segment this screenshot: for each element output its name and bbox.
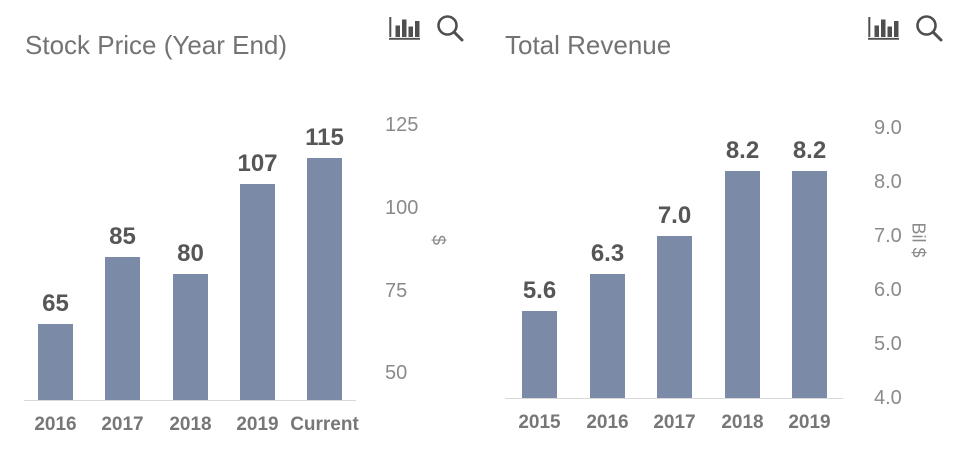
y-axis-tick-label: 8.0 (874, 171, 902, 193)
chart-title: Stock Price (Year End) (25, 30, 288, 60)
y-axis-tick-label: 4.0 (874, 387, 902, 409)
chart-title: Total Revenue (505, 30, 672, 60)
bar-value-label: 7.0 (657, 202, 692, 229)
y-axis-tick-label: 9.0 (874, 117, 902, 139)
y-axis-tick-label: 50 (385, 362, 408, 384)
bar-2016 (38, 324, 73, 400)
x-axis-label: 2018 (721, 412, 764, 433)
bar-value-label: 65 (42, 290, 69, 317)
search-icon[interactable] (914, 13, 944, 43)
stock-price-chart: Stock Price (Year End) 65 2016 85 2017 80 201… (24, 13, 465, 435)
x-axis-label: 2017 (653, 412, 696, 433)
x-axis-label: 2018 (169, 414, 212, 435)
bar-value-label: 6.3 (590, 240, 625, 267)
y-axis-unit-label: Bil $ (908, 222, 929, 258)
x-axis-label: 2016 (34, 414, 77, 435)
bar-value-label: 85 (109, 223, 136, 250)
bar-2017 (105, 257, 140, 400)
plot-area: 65 2016 85 2017 80 2018 107 2019 115 Current 50 75 1… (24, 114, 449, 435)
bar-2018 (173, 274, 208, 400)
bar-2019 (240, 184, 275, 400)
bar-value-label: 5.6 (522, 277, 557, 304)
y-axis-unit-label: $ (428, 234, 449, 246)
y-axis-tick-label: 100 (385, 197, 419, 219)
total-revenue-chart: Total Revenue 5.6 2015 6.3 2016 7.0 2017 8.2 20… (480, 0, 959, 472)
y-axis-tick-label: 6.0 (874, 279, 902, 301)
y-axis-tick-label: 5.0 (874, 333, 902, 355)
bar-value-label: 80 (177, 240, 204, 267)
bar-2019 (792, 171, 827, 398)
bar-value-label: 8.2 (725, 137, 760, 164)
bar-value-label: 115 (305, 124, 344, 151)
bar-2018 (725, 171, 760, 398)
bar-2016 (590, 274, 625, 398)
y-axis-tick-label: 125 (385, 114, 419, 136)
bar-Current (307, 158, 342, 400)
x-axis-line (24, 400, 356, 401)
bar-2015 (522, 311, 557, 398)
x-axis-label: 2017 (101, 414, 144, 435)
x-axis-label: 2015 (518, 412, 561, 433)
y-axis-tick-label: 7.0 (874, 225, 902, 247)
bar-2017 (657, 236, 692, 398)
bar-value-label: 107 (237, 150, 278, 177)
x-axis-label: 2019 (788, 412, 831, 433)
x-axis-line (505, 398, 843, 399)
bar-chart-icon[interactable] (868, 15, 899, 40)
bar-value-label: 8.2 (792, 137, 827, 164)
plot-area: 5.6 2015 6.3 2016 7.0 2017 8.2 2018 8.2 2019 4.0 5.… (480, 0, 959, 472)
x-axis-label: Current (290, 414, 359, 435)
y-axis-tick-label: 75 (385, 280, 408, 302)
x-axis-label: 2019 (236, 414, 279, 435)
bar-chart-icon[interactable] (389, 15, 420, 40)
search-icon[interactable] (435, 13, 465, 43)
x-axis-label: 2016 (586, 412, 629, 433)
